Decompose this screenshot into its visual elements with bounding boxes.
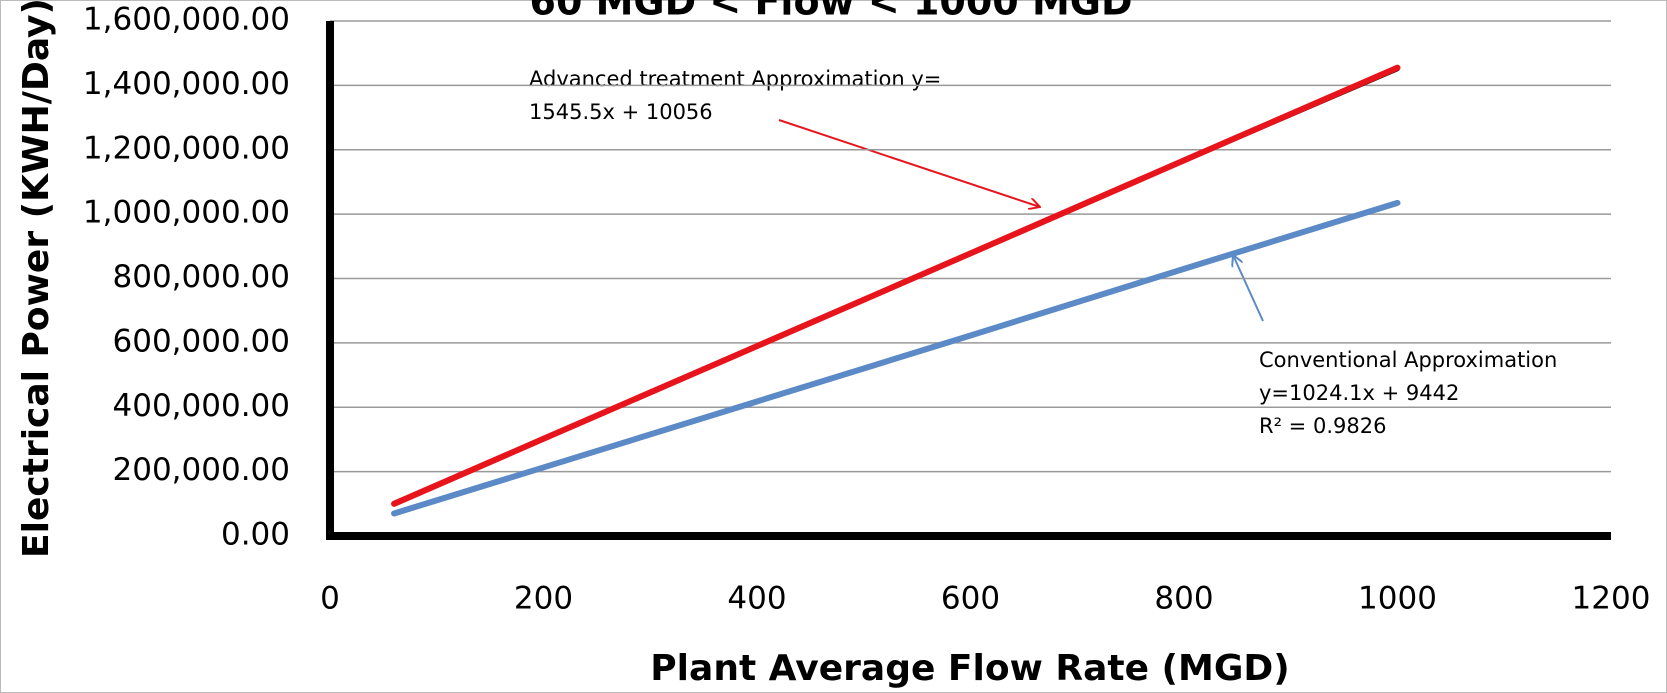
annotation-arrow	[1233, 255, 1264, 322]
y-tick-label: 1,000,000.00	[83, 195, 290, 231]
x-axis-label: Plant Average Flow Rate (MGD)	[650, 648, 1289, 689]
annotation-text: Conventional Approximation	[1259, 348, 1557, 372]
series-line	[391, 64, 1401, 507]
annotation-arrow	[778, 119, 1040, 207]
y-tick-label: 600,000.00	[113, 323, 291, 359]
y-tick-label: 400,000.00	[113, 388, 291, 424]
chart-title: 60 MGD < Flow < 1000 MGD	[530, 0, 1133, 24]
x-tick-label: 400	[727, 581, 786, 617]
annotation-text: y=1024.1x + 9442	[1259, 381, 1459, 405]
x-tick-label: 1000	[1358, 581, 1437, 617]
annotation-text: R² = 0.9826	[1259, 414, 1386, 438]
x-tick-label: 1200	[1572, 581, 1651, 617]
annotation-text: 1545.5x + 10056	[529, 100, 713, 124]
y-tick-label: 200,000.00	[113, 452, 291, 488]
y-tick-label: 1,600,000.00	[83, 2, 290, 38]
y-axis-label: Electrical Power (KWH/Day)	[16, 0, 57, 558]
series-line	[391, 199, 1401, 517]
x-tick-label: 600	[941, 581, 1000, 617]
x-tick-label: 800	[1154, 581, 1213, 617]
y-tick-label: 800,000.00	[113, 259, 291, 295]
x-tick-label: 200	[514, 581, 573, 617]
annotation: Advanced treatment Approximation y= 1545.…	[529, 67, 941, 124]
annotation-text: Advanced treatment Approximation y=	[529, 67, 941, 91]
annotation: Conventional Approximation y=1024.1x + 94…	[1259, 348, 1557, 438]
x-tick-label: 0	[320, 581, 340, 617]
y-tick-label: 1,200,000.00	[83, 130, 290, 166]
y-tick-label: 0.00	[221, 517, 290, 553]
y-tick-label: 1,400,000.00	[83, 66, 290, 102]
